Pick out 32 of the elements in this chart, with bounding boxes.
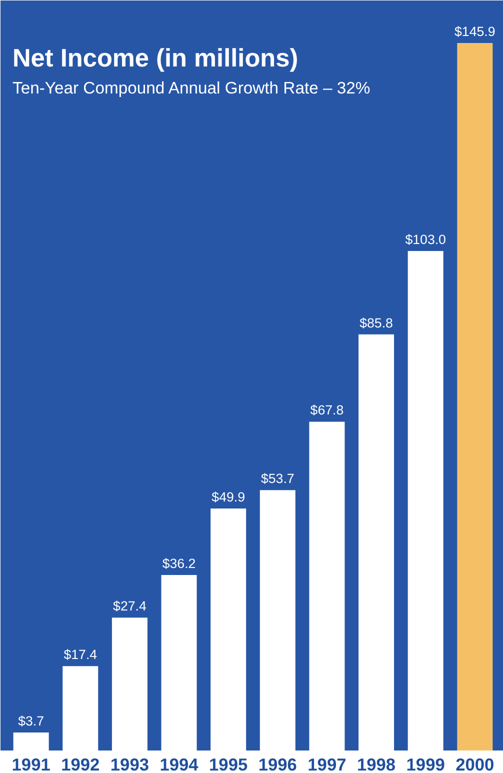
data-label: $36.2 bbox=[162, 556, 196, 571]
bar bbox=[62, 666, 98, 750]
x-tick-label: 2000 bbox=[456, 754, 494, 773]
x-tick-label: 1991 bbox=[12, 754, 51, 773]
x-tick-label: 1992 bbox=[61, 754, 100, 773]
data-label: $3.7 bbox=[18, 714, 44, 729]
bar bbox=[210, 508, 246, 750]
x-tick-label: 1998 bbox=[356, 754, 396, 773]
x-tick-label: 1996 bbox=[258, 754, 298, 773]
data-label: $67.8 bbox=[310, 402, 344, 418]
data-label: $27.4 bbox=[113, 598, 147, 614]
bar bbox=[358, 334, 394, 750]
chart-title: Net Income (in millions) bbox=[12, 44, 298, 72]
bar bbox=[408, 251, 444, 750]
bar bbox=[260, 490, 296, 750]
text: Ten-Year Compound Annual Growth Rate – 32% bbox=[12, 78, 370, 98]
bar bbox=[457, 42, 493, 750]
bar bbox=[13, 732, 49, 750]
x-tick-label: 1993 bbox=[110, 754, 150, 773]
bar bbox=[112, 618, 148, 750]
bar bbox=[309, 422, 345, 750]
data-label: $85.8 bbox=[360, 315, 393, 330]
x-tick-label: 1994 bbox=[160, 754, 199, 773]
data-label: $49.9 bbox=[212, 490, 246, 505]
x-tick-label: 1999 bbox=[406, 754, 445, 773]
data-label: $17.4 bbox=[64, 647, 98, 662]
data-label: $145.9 bbox=[454, 24, 496, 39]
data-label: $103.0 bbox=[405, 232, 446, 247]
x-tick-label: 1995 bbox=[209, 754, 248, 773]
x-tick-label: 1997 bbox=[308, 754, 346, 773]
bar bbox=[161, 574, 197, 750]
data-label: $53.7 bbox=[260, 471, 294, 486]
